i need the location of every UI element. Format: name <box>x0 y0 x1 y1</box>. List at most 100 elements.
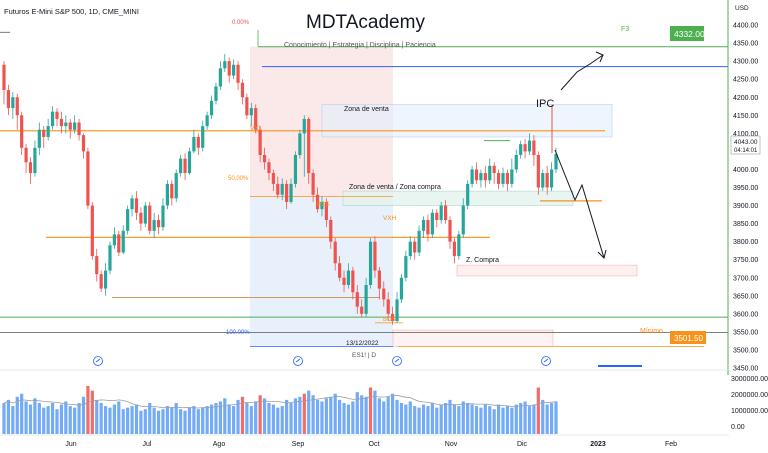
candle <box>50 106 55 130</box>
candle-body <box>165 183 169 206</box>
candle-body <box>152 219 156 231</box>
volume-bar <box>126 407 130 434</box>
volume-bar <box>15 396 19 434</box>
volume-bar <box>430 403 434 434</box>
candle <box>59 111 64 134</box>
candle-body <box>249 108 253 116</box>
candle-body <box>285 183 289 202</box>
candle <box>315 187 320 213</box>
volume-bar <box>179 409 183 434</box>
volume-bar <box>95 399 99 434</box>
price-axis-bg <box>729 0 768 453</box>
candle-body <box>466 183 470 206</box>
candle-body <box>170 183 174 199</box>
volume-bar <box>37 403 41 434</box>
volume-bar <box>355 392 359 434</box>
candle-body <box>201 126 205 148</box>
volume-bar <box>214 403 218 434</box>
svg-text:3501.50: 3501.50 <box>674 334 703 343</box>
candle <box>258 126 262 163</box>
candle <box>33 140 37 177</box>
svg-text:4332.00: 4332.00 <box>674 29 705 39</box>
candle <box>249 102 253 127</box>
candle-body <box>42 129 46 137</box>
volume-bar <box>28 404 33 434</box>
volume-bar <box>81 396 86 434</box>
time-tick-label: Jun <box>65 441 76 448</box>
up-arrowhead <box>595 51 604 63</box>
candle-body <box>214 86 218 101</box>
up-path-arrow <box>560 54 604 91</box>
z-compra-label: Z. Compra <box>466 257 499 264</box>
volume-bar <box>134 404 139 434</box>
candle <box>254 104 258 134</box>
candle <box>346 263 351 289</box>
candle <box>11 91 15 119</box>
candle-body <box>134 198 139 213</box>
candle <box>435 209 439 228</box>
candle <box>15 93 19 130</box>
volume-bar <box>377 398 381 434</box>
price-tick-label: 4100.00 <box>733 131 758 138</box>
volume-bar <box>148 403 152 434</box>
candle <box>452 238 457 264</box>
candle-body <box>103 270 108 289</box>
candle-body <box>510 169 514 184</box>
volume-bar <box>360 395 364 434</box>
volume-bar <box>346 404 351 434</box>
event-icon-mark <box>95 358 101 363</box>
bos-label-1: BOS <box>317 202 330 208</box>
candle <box>355 284 359 314</box>
volume-bar <box>55 409 59 434</box>
candle <box>408 236 412 260</box>
volume-bar <box>320 401 324 434</box>
candle <box>510 158 514 188</box>
volume-bar <box>170 407 174 434</box>
volume-bar <box>466 403 470 434</box>
candle <box>293 151 298 188</box>
volume-bar <box>527 406 532 434</box>
candle-body <box>236 64 240 83</box>
volume-bar <box>50 403 55 434</box>
volume-bar <box>152 407 156 434</box>
candle <box>103 263 108 296</box>
volume-bar <box>413 406 417 434</box>
candle-body <box>554 153 558 170</box>
candle-body <box>108 245 112 271</box>
candle <box>523 138 527 159</box>
volume-bar <box>470 404 474 434</box>
volume-tick-label: 0.00 <box>731 424 745 431</box>
svg-text:04:14:01: 04:14:01 <box>734 148 758 154</box>
fib-50-label: 50.00% <box>228 176 249 182</box>
candle <box>55 108 59 127</box>
volume-bar <box>20 393 24 434</box>
candle-body <box>307 118 311 174</box>
volume-bar <box>223 398 227 434</box>
candle-body <box>364 284 368 314</box>
candle-body <box>15 97 19 116</box>
volume-bar <box>444 403 448 434</box>
volume-bar <box>426 406 430 434</box>
price-tick-label: 3700.00 <box>733 275 758 282</box>
fib-100-label: 100.00% <box>226 330 250 336</box>
watermark-title: MDTAcademy <box>306 12 425 33</box>
volume-bar <box>488 406 492 434</box>
candle <box>311 169 315 202</box>
candle-body <box>245 97 249 116</box>
price-tick-label: 3800.00 <box>733 239 758 246</box>
candle <box>470 165 474 188</box>
candle <box>549 162 554 192</box>
zona-venta-compra-box <box>342 190 574 206</box>
price-tick-label: 4400.00 <box>733 23 758 30</box>
volume-bar <box>11 406 15 434</box>
time-tick-label: Sep <box>292 441 305 448</box>
price-tick-label: 4250.00 <box>733 77 758 84</box>
candle <box>430 209 434 239</box>
volume-bar <box>368 387 373 434</box>
price-tick-label: 4150.00 <box>733 113 758 120</box>
volume-bar <box>267 403 271 434</box>
symbol-title: Futuros E-Mini S&P 500, 1D, CME_MINI <box>4 7 139 16</box>
candle <box>417 225 421 257</box>
candle-body <box>541 173 545 188</box>
